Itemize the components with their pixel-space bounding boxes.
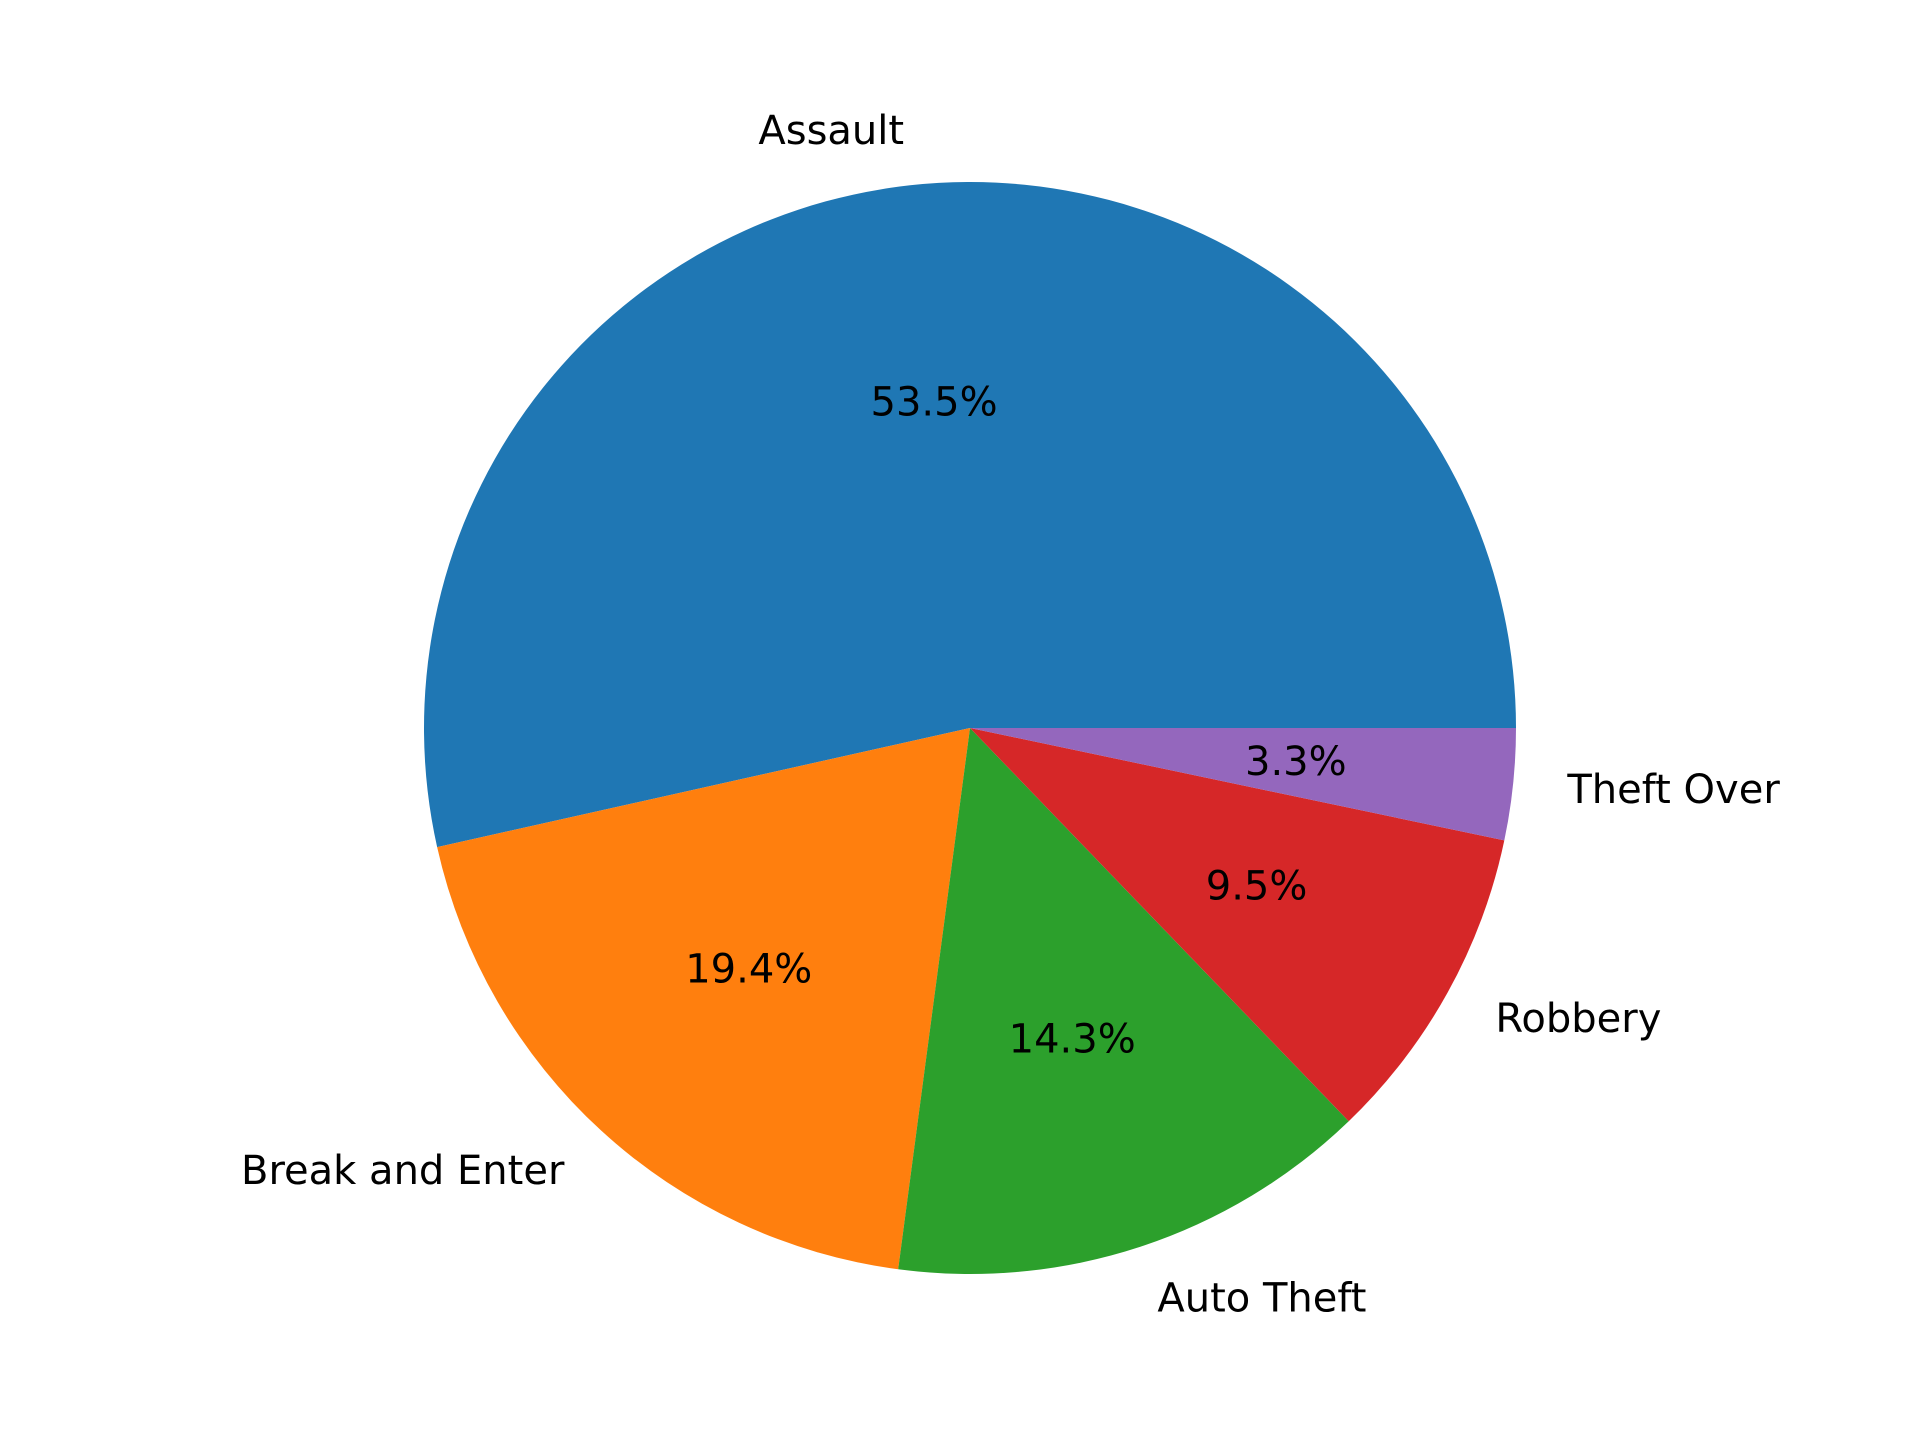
slice-label-robbery: Robbery bbox=[1495, 996, 1661, 1042]
pct-label-robbery: 9.5% bbox=[1206, 864, 1308, 910]
slice-label-assault: Assault bbox=[758, 108, 904, 154]
pie-slice-robbery bbox=[970, 728, 1505, 1122]
pie-slice-assault bbox=[423, 182, 1516, 848]
slice-label-auto-theft: Auto Theft bbox=[1157, 1276, 1366, 1322]
slice-label-theft-over: Theft Over bbox=[1566, 767, 1780, 813]
pct-label-theft-over: 3.3% bbox=[1245, 739, 1347, 785]
slice-label-break-and-enter: Break and Enter bbox=[241, 1148, 565, 1194]
pct-label-auto-theft: 14.3% bbox=[1009, 1016, 1136, 1062]
pie-slice-theft-over bbox=[970, 728, 1517, 841]
pie-slices bbox=[423, 182, 1517, 1274]
pct-label-assault: 53.5% bbox=[871, 379, 998, 425]
pie-slice-auto-theft bbox=[898, 728, 1349, 1274]
pct-label-break-and-enter: 19.4% bbox=[685, 947, 812, 993]
pie-slice-break-and-enter bbox=[437, 728, 970, 1270]
pie-labels: Assault 53.5% Break and Enter 19.4% Auto The… bbox=[241, 108, 1780, 1322]
